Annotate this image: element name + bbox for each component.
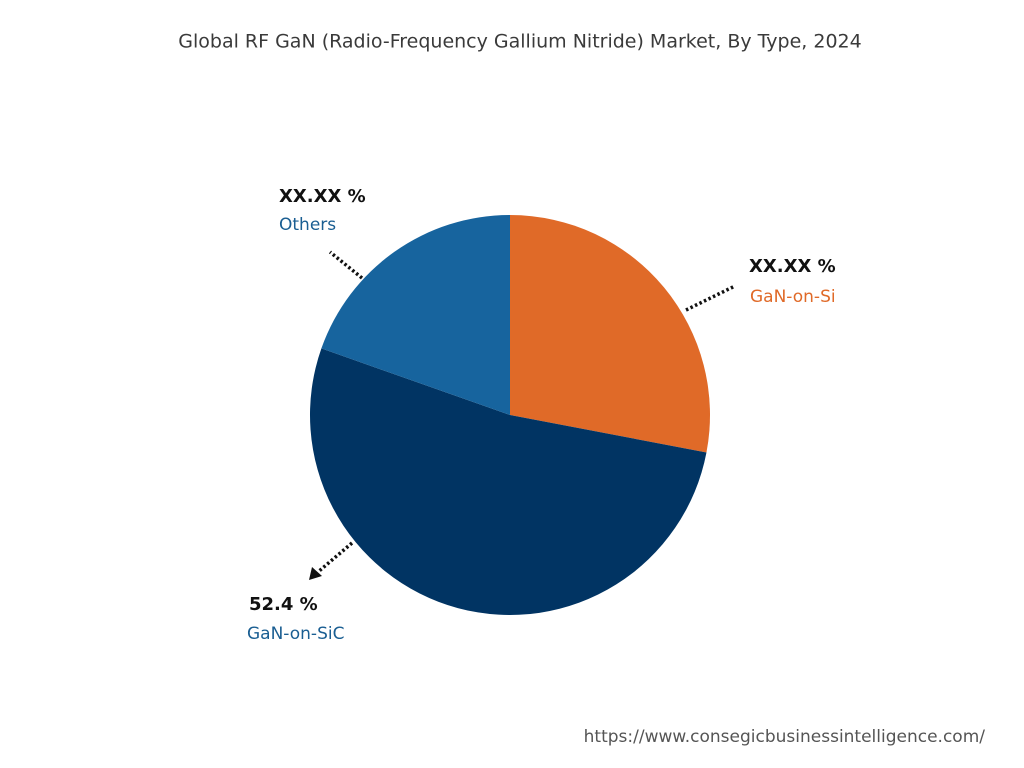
pie-slice bbox=[309, 348, 707, 616]
value-label: 52.4 % bbox=[249, 594, 318, 615]
arrow-head bbox=[309, 567, 322, 580]
value-label: XX.XX % bbox=[279, 186, 366, 207]
leader-line bbox=[685, 284, 736, 312]
leader-lines bbox=[316, 250, 736, 574]
value-label: XX.XX % bbox=[749, 256, 836, 277]
chart-title: Global RF GaN (Radio-Frequency Gallium N… bbox=[178, 31, 861, 53]
leader-line bbox=[328, 250, 364, 280]
category-label: GaN-on-SiC bbox=[247, 624, 344, 644]
source: https://www.consegicbusinessintelligence… bbox=[584, 727, 986, 747]
pie-slice bbox=[321, 214, 510, 415]
leader-line bbox=[316, 541, 354, 574]
pie-slice bbox=[510, 215, 710, 453]
category-label: GaN-on-Si bbox=[750, 287, 836, 307]
category-label: Others bbox=[279, 215, 336, 235]
